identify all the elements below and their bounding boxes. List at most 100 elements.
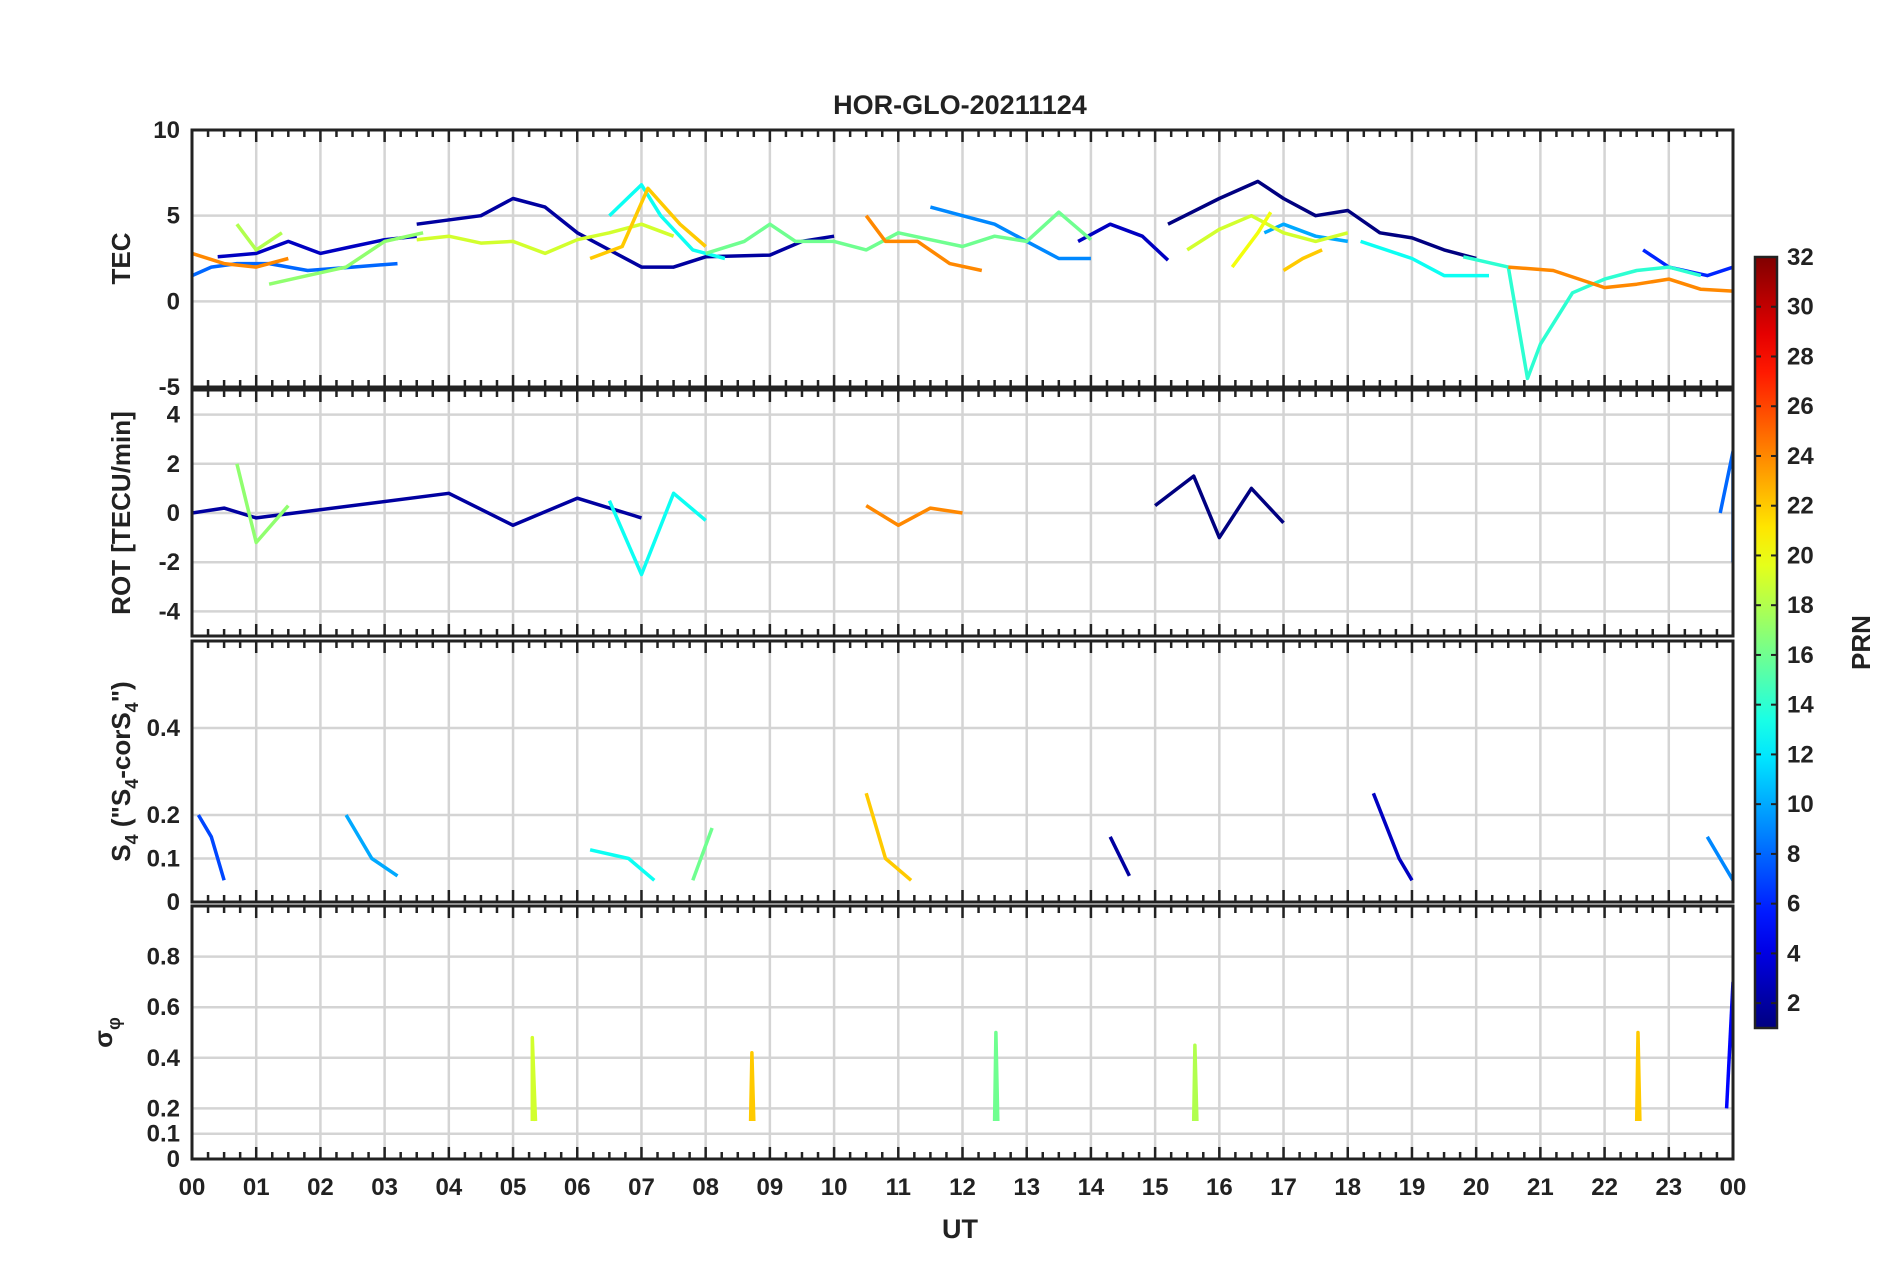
colorbar-tick-label: 26 [1787, 393, 1814, 420]
x-tick-label: 00 [1720, 1174, 1747, 1201]
series-line-prn-22 [1282, 248, 1323, 272]
series-line-prn-1 [1154, 474, 1285, 540]
y-tick-label: 0.6 [147, 994, 180, 1021]
y-tick-label: 10 [153, 117, 180, 144]
x-tick-label: 14 [1078, 1174, 1105, 1201]
colorbar-tick-label: 32 [1787, 244, 1814, 271]
x-tick-label: 08 [692, 1174, 719, 1201]
series-line-prn-22 [589, 186, 707, 261]
x-tick-label: 13 [1013, 1174, 1040, 1201]
colorbar-tick-label: 16 [1787, 642, 1814, 669]
y-tick-label: 0.1 [147, 846, 180, 873]
y-tick-label: 4 [167, 402, 181, 429]
colorbar-tick-label: 20 [1787, 542, 1814, 569]
y-tick-label: 0.8 [147, 944, 180, 971]
x-tick-label: 23 [1655, 1174, 1682, 1201]
series-line-prn-16 [992, 1030, 1000, 1122]
y-tick-label: 0 [167, 500, 180, 527]
y-tick-label: 5 [167, 203, 180, 230]
x-tick-label: 22 [1591, 1174, 1618, 1201]
x-tick-label: 07 [628, 1174, 655, 1201]
series-group [196, 792, 1733, 882]
series-line-prn-22 [1634, 1030, 1642, 1122]
x-tick-label: 16 [1206, 1174, 1233, 1201]
series-line-prn-24 [864, 214, 983, 273]
series-line-prn-10 [344, 814, 399, 878]
series-line-prn-22 [748, 1050, 756, 1122]
x-tick-label: 10 [821, 1174, 848, 1201]
colorbar-tick-label: 10 [1787, 791, 1814, 818]
x-tick-label: 04 [435, 1174, 462, 1201]
x-tick-label: 18 [1334, 1174, 1361, 1201]
series-line-prn-1 [1167, 179, 1477, 261]
series-line-prn-16 [691, 827, 714, 881]
y-tick-label: 0.4 [147, 1045, 181, 1072]
x-tick-labels: 00 01 02 03 04 05 06 07 08 09 10 11 12 13 14 15 16 17 18 19… [179, 1174, 1747, 1201]
panel-tec: -5 0 5 10 TEC [106, 117, 1735, 401]
colorbar-tick-label: 30 [1787, 294, 1814, 321]
series-line-prn-2 [192, 491, 643, 528]
series-line-prn-14 [1462, 255, 1702, 381]
x-tick-label: 21 [1527, 1174, 1554, 1201]
series-line-prn-2 [416, 196, 835, 269]
x-tick-label: 03 [371, 1174, 398, 1201]
series-group [192, 449, 1733, 577]
colorbar-tick-label: 12 [1787, 741, 1814, 768]
series-line-prn-9 [929, 205, 1091, 261]
series-line-prn-17 [235, 463, 290, 545]
chart-title: HOR-GLO-20211124 [833, 90, 1087, 120]
colorbar-tick-label: 4 [1787, 940, 1801, 967]
series-line-prn-18 [1191, 1043, 1199, 1122]
y-tick-label: 2 [167, 451, 180, 478]
x-tick-label: 11 [886, 1174, 911, 1201]
y-tick-label: 0.1 [147, 1121, 180, 1148]
x-tick-label: 20 [1463, 1174, 1490, 1201]
x-tick-label: 01 [243, 1174, 270, 1201]
colorbar-tick-label: 18 [1787, 592, 1814, 619]
series-line-prn-13 [607, 491, 707, 577]
y-tick-label: -5 [159, 374, 180, 401]
series-line-prn-3 [1077, 222, 1170, 262]
panel-rot: -4 -2 0 2 4 ROT [TECU/min] [106, 388, 1735, 638]
series-line-prn-13 [608, 183, 726, 261]
y-tick-label: 0.2 [147, 802, 180, 829]
x-tick-label: 15 [1142, 1174, 1169, 1201]
colorbar-tick-label: 8 [1787, 841, 1800, 868]
x-tick-label: 17 [1270, 1174, 1297, 1201]
x-tick-label: 06 [564, 1174, 591, 1201]
y-tick-label: -4 [159, 598, 181, 625]
series-line-prn-2 [1108, 836, 1131, 877]
y-tick-label: 0 [167, 889, 180, 916]
colorbar-tick-label: 22 [1787, 493, 1814, 520]
colorbar-tick-label: 28 [1787, 343, 1814, 370]
series-line-prn-13 [589, 848, 656, 882]
series-line-prn-13 [1360, 239, 1489, 278]
series-line-prn-19 [530, 1035, 538, 1122]
colorbar-label: PRN [1846, 615, 1876, 670]
series-line-prn-20 [1230, 211, 1273, 269]
series-line-prn-17 [268, 231, 424, 286]
series-line-prn-24 [1508, 265, 1733, 293]
colorbar-tick-label: 6 [1787, 891, 1800, 918]
colorbar-tick-label: 2 [1787, 990, 1800, 1017]
panel-sigma_phi: 00.10.2 0.4 0.6 0.8 σφ [88, 904, 1735, 1173]
series-line-prn-16 [705, 210, 1093, 256]
y-axis-label-rot: ROT [TECU/min] [106, 411, 136, 615]
y-tick-label: -2 [159, 549, 180, 576]
panel-s4: 0 0.1 0.2 0.4S4 ("S4-corS4") [106, 639, 1735, 916]
x-tick-label: 09 [757, 1174, 784, 1201]
x-tick-label: 02 [307, 1174, 334, 1201]
series-line-prn-22 [864, 792, 913, 882]
y-tick-label: 0 [167, 1146, 180, 1173]
series-group [192, 179, 1733, 381]
series-line-prn-9 [1705, 835, 1733, 882]
y-axis-label-s4: S4 ("S4-corS4") [106, 681, 142, 861]
series-line-prn-8 [1718, 449, 1733, 563]
series-line-prn-3 [1371, 792, 1414, 882]
colorbar-tick-label: 14 [1787, 692, 1814, 719]
y-axis-label-sigma_phi: σφ [88, 1017, 124, 1048]
colorbar-gradient [1753, 255, 1779, 1030]
series-line-prn-18 [235, 223, 283, 252]
